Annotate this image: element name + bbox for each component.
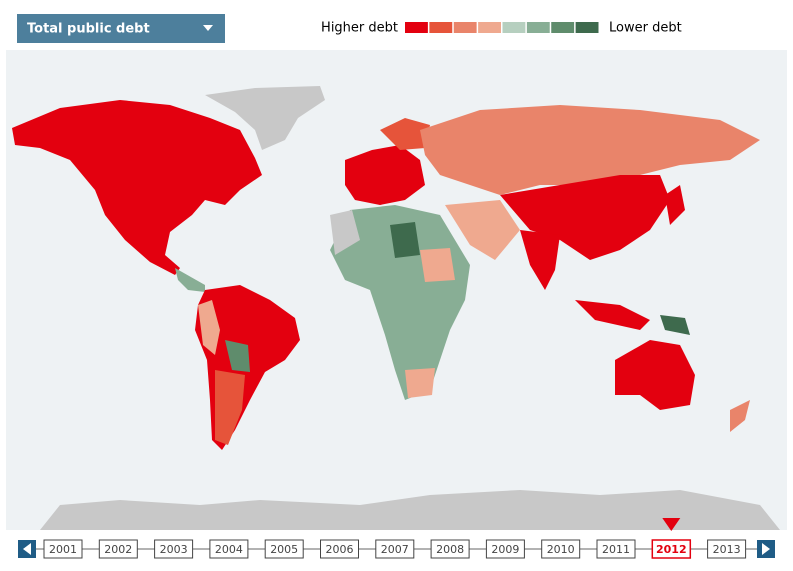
legend-high-label: Higher debt [321, 21, 398, 36]
year-button[interactable] [596, 539, 636, 559]
indonesia [575, 300, 650, 330]
japan [665, 185, 685, 225]
year-button[interactable] [209, 539, 249, 559]
dropdown[interactable] [17, 14, 225, 43]
year-button[interactable] [264, 539, 304, 559]
sudan [420, 248, 455, 282]
year-label: 2008 [436, 543, 464, 556]
central-america [175, 268, 205, 292]
year-label: 2010 [547, 543, 575, 556]
year-button[interactable] [43, 539, 83, 559]
legend-swatch [405, 22, 428, 33]
australia [615, 340, 695, 410]
legend-swatch [478, 22, 501, 33]
year-buttons: 2001 2002 2003 2004 2005 2006 2007 2008 2009 2010… [43, 518, 747, 559]
year-label: 2006 [326, 543, 354, 556]
russia-central-asia [420, 105, 760, 195]
north-america [12, 100, 262, 275]
year-label: 2011 [602, 543, 630, 556]
year-button[interactable] [98, 539, 138, 559]
greenland [205, 86, 325, 150]
year-label: 2005 [270, 543, 298, 556]
legend-swatch [453, 22, 477, 33]
year-label: 2004 [215, 543, 243, 556]
middle-east [445, 200, 520, 260]
year-label: 2001 [49, 543, 77, 556]
western-europe [345, 145, 425, 205]
year-button[interactable] [154, 539, 194, 559]
year-button[interactable] [375, 539, 415, 559]
selected-marker [662, 518, 681, 531]
year-label: 2003 [160, 543, 188, 556]
map [12, 86, 780, 530]
year-label: 2007 [381, 543, 409, 556]
dropdown-arrow [203, 25, 213, 31]
india [520, 230, 560, 290]
south-africa [405, 368, 435, 398]
libya [390, 222, 420, 258]
andes-west [198, 300, 220, 355]
legend-swatches [405, 22, 599, 33]
antarctica [40, 490, 780, 530]
northwest-africa [330, 210, 360, 255]
year-label: 2009 [491, 543, 519, 556]
china [500, 175, 670, 260]
year-button[interactable] [430, 539, 470, 559]
argentina [215, 370, 245, 445]
legend-low-label: Lower debt [609, 21, 682, 36]
legend-swatch [526, 22, 550, 33]
prev-arrow [23, 543, 31, 555]
year-button[interactable] [707, 539, 747, 559]
legend-swatch [502, 22, 526, 33]
year-button[interactable] [651, 539, 692, 559]
legend-swatch [575, 22, 599, 33]
year-button[interactable] [485, 539, 525, 559]
new-zealand [730, 400, 750, 432]
next-arrow [762, 543, 770, 555]
legend-swatch [551, 22, 575, 33]
year-label: 2002 [104, 543, 132, 556]
scandinavia [380, 118, 430, 150]
year-label: 2012 [656, 543, 687, 556]
year-button[interactable] [541, 539, 581, 559]
legend-swatch [429, 22, 453, 33]
dropdown-label: Total public debt [27, 22, 150, 37]
papua [660, 315, 690, 335]
year-label: 2013 [713, 543, 741, 556]
year-button[interactable] [320, 539, 359, 559]
bolivia [225, 340, 250, 372]
